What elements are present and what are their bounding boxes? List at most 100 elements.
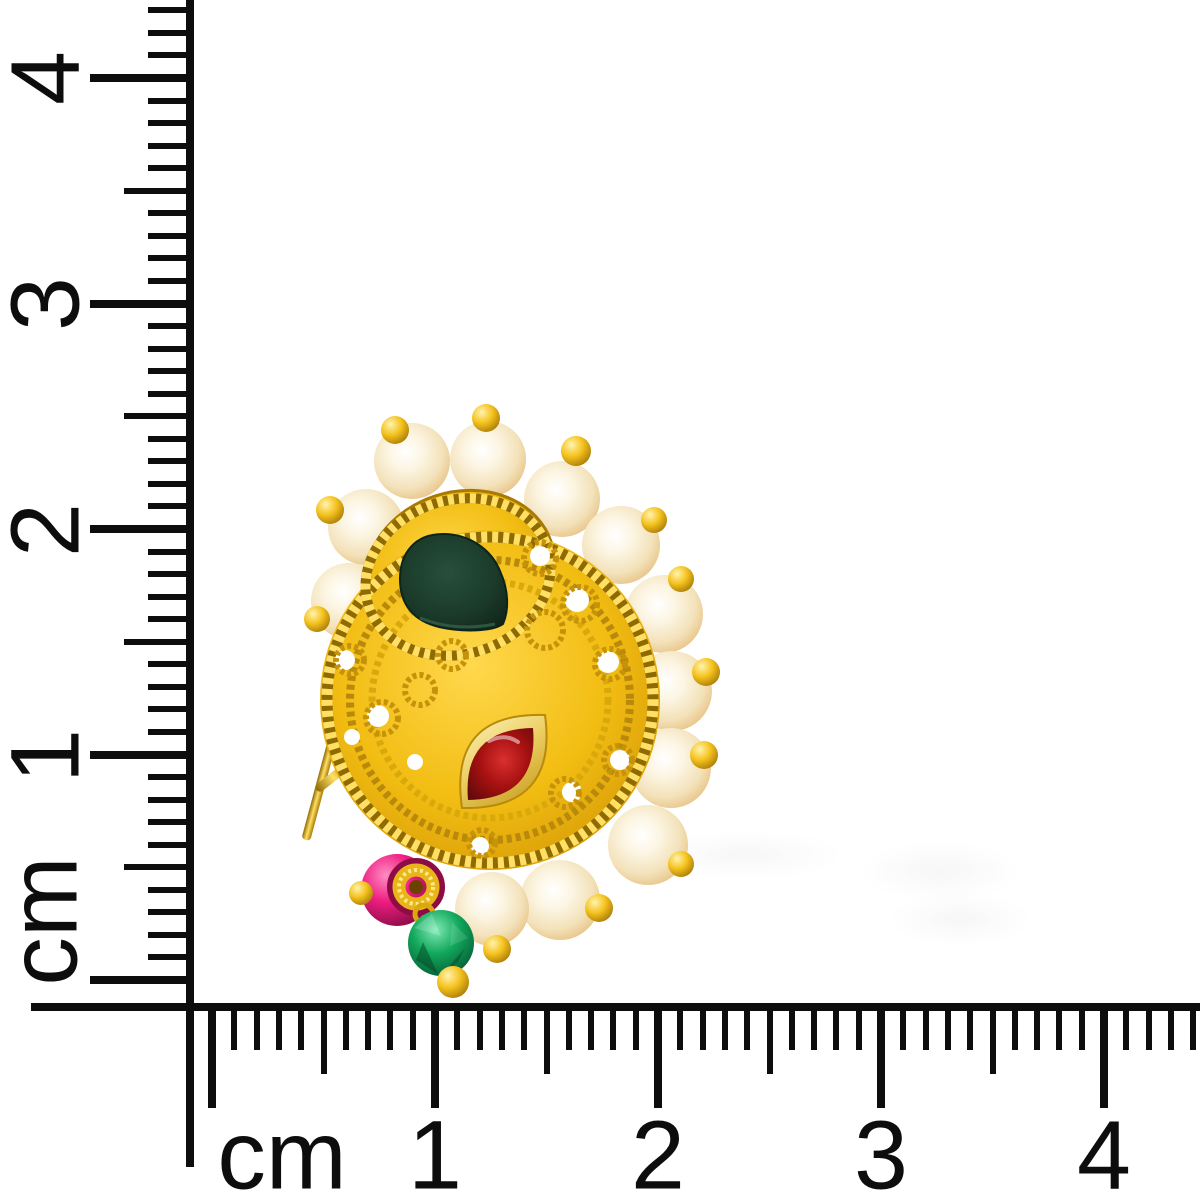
filigree-holes: [335, 546, 630, 855]
vertical-ruler-label-1: 1: [0, 729, 100, 783]
ruler-tick: [148, 909, 187, 916]
ruler-tick: [1034, 1011, 1041, 1050]
ruler-tick: [1167, 1011, 1174, 1050]
ruler-tick: [900, 1011, 907, 1050]
ruler-tick: [148, 931, 187, 938]
ruler-tick: [148, 841, 187, 848]
photo-reflection: [885, 893, 1035, 945]
ruler-tick: [148, 7, 187, 14]
ruler-tick: [654, 1011, 662, 1108]
ruler-tick: [298, 1011, 305, 1050]
ruler-tick: [148, 480, 187, 487]
ruler-tick: [148, 616, 187, 623]
ruler-tick: [275, 1011, 282, 1050]
ruler-tick: [90, 750, 187, 759]
ruler-tick: [967, 1011, 974, 1050]
ruler-tick: [148, 120, 187, 127]
ruler-tick: [766, 1011, 773, 1074]
ruler-tick: [148, 458, 187, 465]
ruler-tick: [148, 954, 187, 961]
ruler-tick: [124, 413, 187, 420]
ruler-tick: [431, 1011, 439, 1108]
ruler-tick: [90, 299, 187, 308]
photo-reflection: [855, 842, 1025, 900]
vertical-ruler-line: [186, 0, 194, 1167]
ruler-tick: [148, 142, 187, 149]
ruler-tick: [833, 1011, 840, 1050]
ruler-tick: [1190, 1011, 1197, 1050]
ruler-tick: [148, 728, 187, 735]
ruler-tick: [565, 1011, 572, 1050]
ruler-tick: [476, 1011, 483, 1050]
filigree-scrolls: [333, 539, 635, 859]
green-faceted-bead: [408, 910, 474, 976]
gold-tip-bead: [561, 436, 591, 466]
ruler-tick: [148, 886, 187, 893]
ruler-tick: [877, 1011, 885, 1108]
gold-tip-bead: [304, 606, 330, 632]
ruler-tick: [1078, 1011, 1085, 1050]
gold-tip-bead: [692, 658, 720, 686]
pearl: [450, 421, 526, 497]
ruler-tick: [148, 255, 187, 262]
ruler-tick: [148, 503, 187, 510]
gold-tip-bead: [668, 566, 694, 592]
ruler-tick: [148, 97, 187, 104]
ruler-tick: [148, 435, 187, 442]
horizontal-ruler-label-1: 1: [408, 1100, 462, 1200]
ruler-tick: [721, 1011, 728, 1050]
ruler-tick: [148, 390, 187, 397]
ruler-tick: [208, 1011, 216, 1108]
vertical-ruler-label-4: 4: [0, 51, 100, 105]
ruler-tick: [148, 345, 187, 352]
ruler-tick: [454, 1011, 461, 1050]
ruler-tick: [1145, 1011, 1152, 1050]
ruler-tick: [148, 774, 187, 781]
pearl: [524, 461, 600, 537]
ruler-tick: [409, 1011, 416, 1050]
gold-drop-bead: [349, 881, 373, 905]
ruler-tick: [90, 976, 187, 984]
ruler-tick: [148, 683, 187, 690]
gold-tip-bead: [316, 496, 344, 524]
ruler-tick: [148, 210, 187, 217]
ruler-tick: [148, 571, 187, 578]
ruler-tick: [124, 187, 187, 194]
vertical-ruler-label-3: 3: [0, 277, 100, 331]
ruler-tick: [124, 864, 187, 871]
ruler-tick: [944, 1011, 951, 1050]
gold-tip-bead: [641, 507, 667, 533]
pearl: [608, 805, 688, 885]
ruler-tick: [1056, 1011, 1063, 1050]
ruby-marquise: [459, 713, 548, 810]
gold-drop-bead: [437, 966, 469, 998]
ruler-tick: [148, 52, 187, 59]
ruler-tick: [148, 277, 187, 284]
ruler-tick: [148, 368, 187, 375]
ruler-tick: [148, 796, 187, 803]
gold-tip-bead: [690, 741, 718, 769]
ruler-tick: [543, 1011, 550, 1074]
gold-tip-bead: [381, 416, 409, 444]
ruler-tick: [498, 1011, 505, 1050]
horizontal-ruler-unit-label: cm: [217, 1100, 347, 1200]
ruler-tick: [148, 548, 187, 555]
ruler-tick: [124, 638, 187, 645]
ruler-tick: [148, 706, 187, 713]
ruler-tick: [148, 323, 187, 330]
ruler-tick: [253, 1011, 260, 1050]
ruler-tick: [90, 525, 187, 533]
gold-tip-bead: [585, 894, 613, 922]
ruler-tick: [148, 165, 187, 172]
ruler-tick: [744, 1011, 751, 1050]
green-enamel-paisley: [398, 532, 509, 632]
ruler-tick: [365, 1011, 372, 1050]
gold-tip-bead: [483, 935, 511, 963]
pearl: [520, 860, 600, 940]
horizontal-ruler-line: [31, 1003, 1200, 1011]
ruler-tick: [387, 1011, 394, 1050]
ruler-tick: [148, 819, 187, 826]
pearl: [455, 872, 529, 946]
horizontal-ruler-label-3: 3: [854, 1100, 908, 1200]
